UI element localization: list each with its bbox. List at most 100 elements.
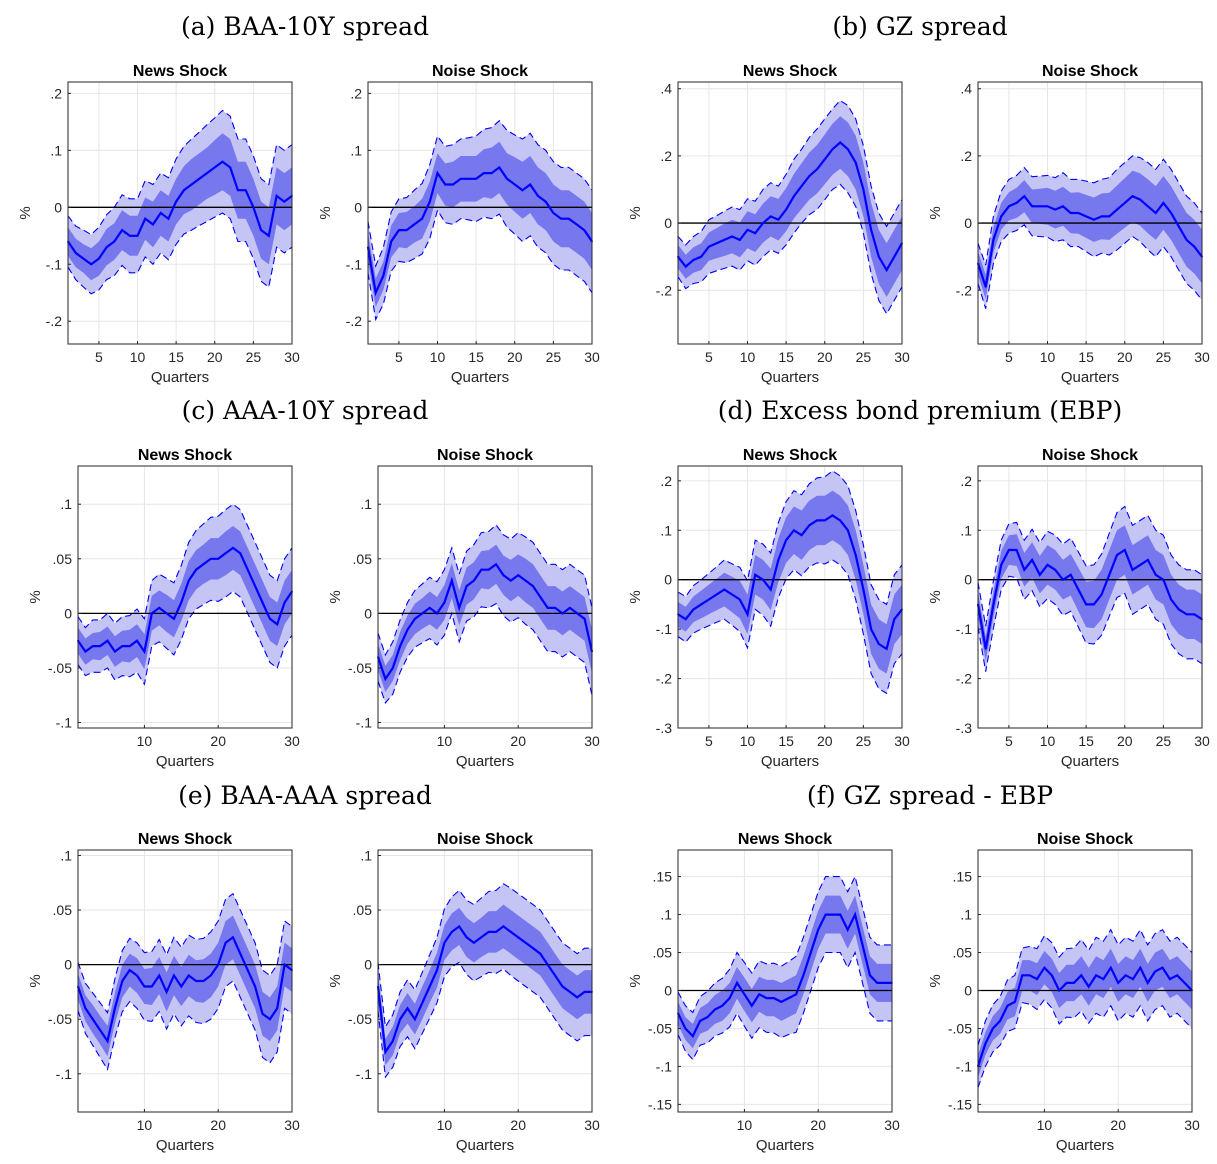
x-tick-label: 20 (207, 349, 223, 365)
median-point (999, 1019, 1002, 1022)
median-point (252, 206, 255, 209)
x-tick-label: 20 (810, 1117, 826, 1133)
y-axis-label: % (327, 974, 344, 987)
x-tick-label: 10 (137, 733, 153, 749)
median-point (158, 974, 161, 977)
median-point (1000, 215, 1003, 218)
median-point (406, 628, 409, 631)
y-tick-label: -.1 (356, 715, 373, 731)
y-axis-label: % (927, 206, 944, 219)
x-tick-label: 20 (1117, 349, 1133, 365)
median-point (1108, 215, 1111, 218)
chart-a-noise: 5 10 15 20 25 30 -.2 -.1 0 .1 .2 Noise Shock Quarter… (317, 63, 600, 386)
median-point (568, 607, 571, 609)
median-point (99, 645, 102, 648)
y-tick-label: 0 (364, 957, 372, 973)
median-point (780, 1000, 783, 1003)
median-point (224, 552, 227, 555)
median-point (885, 648, 888, 650)
median-point (391, 667, 394, 669)
band-dashed-edge (677, 470, 903, 606)
band-dashed-edge (677, 99, 903, 246)
chart-b-news: 5 10 15 20 25 30 -.2 0 .2 .4 News Shock Quarters% (627, 63, 910, 386)
median-point (831, 514, 834, 517)
x-tick-label: 10 (1040, 349, 1056, 365)
band-dashed-edge (77, 892, 293, 1014)
y-axis-label: % (927, 974, 944, 987)
x-tick-label: 10 (437, 1117, 453, 1133)
chart-a-news: 5 10 15 20 25 30 -.2 -.1 0 .1 .2 News Shock Quarters… (17, 63, 300, 386)
median-point (229, 166, 232, 169)
y-tick-label: .1 (660, 522, 672, 538)
median-point (436, 172, 439, 175)
chart-e-news: 10 20 30 -.1 -.05 0 .05 .1 News Shock Quarters% (27, 831, 300, 1154)
median-point (984, 648, 987, 650)
median-point (384, 677, 387, 680)
x-tick-label: 5 (95, 349, 103, 365)
median-point (1162, 202, 1165, 204)
band-dashed-edge (977, 575, 1203, 672)
median-point (206, 172, 208, 175)
x-tick-label: 15 (778, 349, 794, 365)
median-point (861, 944, 864, 946)
median-point (1065, 981, 1068, 984)
median-point (707, 598, 710, 601)
median-point (1185, 238, 1188, 241)
x-tick-label: 20 (1117, 733, 1133, 749)
x-tick-label: 10 (130, 349, 146, 365)
median-point (707, 245, 710, 248)
y-tick-label: 0 (664, 572, 672, 588)
y-tick-label: -.05 (348, 1011, 372, 1027)
y-tick-label: .1 (60, 847, 72, 863)
median-point (444, 183, 447, 186)
median-point (560, 217, 563, 220)
median-point (1015, 202, 1018, 204)
median-point (121, 980, 124, 982)
median-point (1036, 978, 1038, 981)
median-point (762, 222, 764, 224)
median-point (1092, 218, 1095, 221)
axes-frame (77, 465, 293, 729)
median-point (870, 628, 873, 631)
median-point (1038, 205, 1041, 208)
median-response-line (677, 911, 892, 1038)
median-point (406, 1007, 409, 1010)
median-point (743, 993, 746, 996)
x-tick-label: 30 (284, 733, 300, 749)
median-point (992, 238, 995, 241)
median-point (1015, 549, 1018, 551)
x-tick-label: 5 (1005, 349, 1013, 365)
y-tick-label: .1 (360, 496, 372, 512)
y-axis-label: % (27, 590, 44, 603)
median-point (877, 643, 880, 645)
y-tick-label: .05 (53, 902, 73, 918)
median-point (1183, 981, 1186, 984)
y-tick-label: -.15 (948, 1096, 972, 1112)
median-point (397, 229, 400, 231)
chart-b-noise: 5 10 15 20 25 30 -.2 0 .2 .4 Noise Shock Quarters% (927, 63, 1210, 386)
median-point (537, 195, 539, 197)
x-tick-label: 30 (1194, 733, 1210, 749)
median-point (1007, 549, 1010, 551)
median-point (136, 639, 138, 642)
median-response-line (67, 160, 293, 266)
y-tick-label: .2 (350, 85, 362, 101)
median-point (283, 601, 286, 604)
median-point (443, 941, 446, 944)
x-tick-label: 10 (740, 349, 756, 365)
y-tick-label: .05 (953, 945, 973, 961)
median-point (1154, 573, 1157, 576)
y-tick-label: .05 (353, 902, 373, 918)
y-tick-label: -.15 (648, 1096, 672, 1112)
band-dashed-edge (977, 928, 1193, 1046)
median-point (246, 969, 249, 971)
y-tick-label: .2 (660, 473, 672, 489)
axes-frame (977, 81, 1203, 345)
median-point (684, 265, 687, 268)
median-point (746, 613, 749, 616)
median-point (1062, 205, 1064, 208)
median-point (421, 612, 424, 615)
chart-e-noise: 10 20 30 -.1 -.05 0 .05 .1 Noise Shock Quarters% (327, 831, 600, 1154)
median-point (769, 215, 772, 218)
x-axis-label: Quarters (761, 369, 819, 386)
